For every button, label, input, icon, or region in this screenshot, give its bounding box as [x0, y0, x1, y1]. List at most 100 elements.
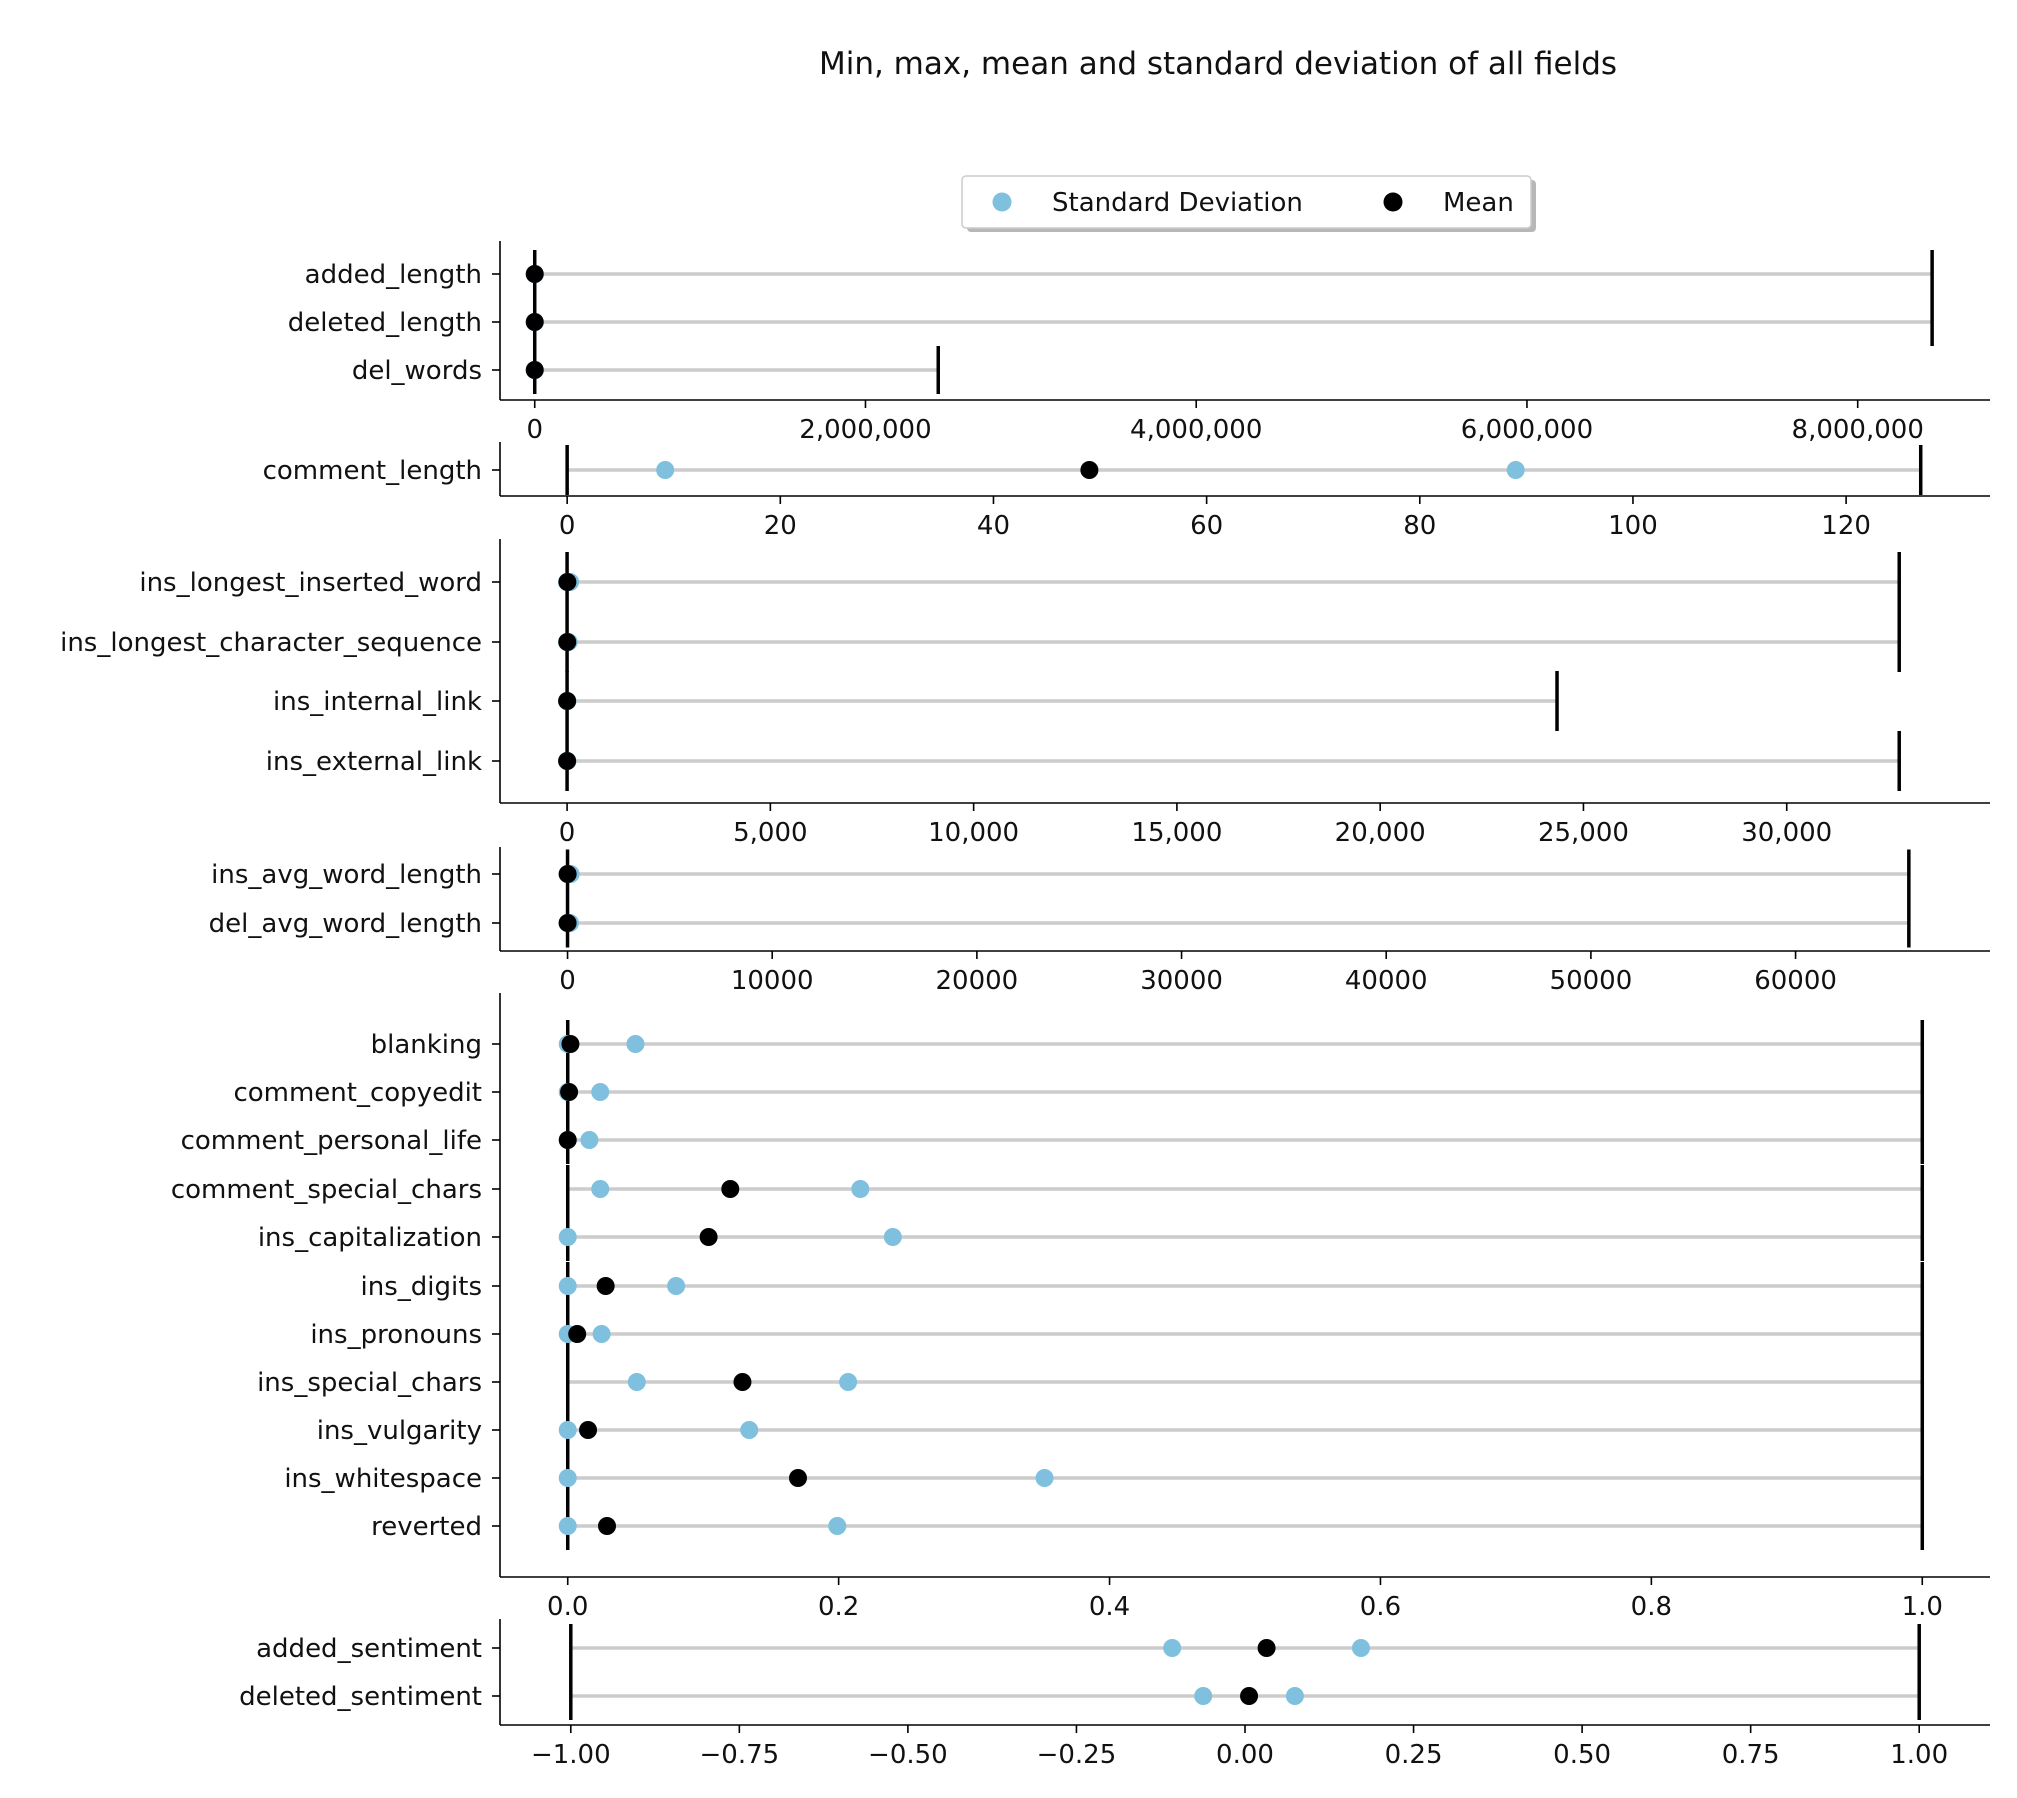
mean-point — [1240, 1687, 1259, 1705]
mean-point — [568, 1325, 587, 1343]
x-tick-label: 6,000,000 — [1461, 415, 1593, 445]
x-tick-label: 40 — [977, 511, 1010, 541]
row-ins_vulgarity: ins_vulgarity — [317, 1406, 1925, 1454]
x-tick-label: 1.00 — [1890, 1740, 1948, 1770]
std-low-point — [558, 1517, 577, 1535]
x-tick-label: 50000 — [1550, 966, 1633, 996]
x-tick-label: 20000 — [936, 966, 1019, 996]
mean-point — [789, 1469, 807, 1487]
x-tick-label: −0.50 — [868, 1740, 948, 1770]
row-label: deleted_sentiment — [239, 1682, 482, 1712]
panel-2: 0 20 40 60 80 100 120 comment_length — [263, 442, 1990, 541]
row-label: added_sentiment — [256, 1634, 482, 1664]
row-label: ins_pronouns — [310, 1320, 482, 1350]
std-high-point — [592, 1325, 611, 1343]
panel-5: 0.0 0.2 0.4 0.6 0.8 1.0 blanking comment_copyed… — [171, 993, 1990, 1622]
std-high-point — [591, 1083, 610, 1101]
x-tick-label: 0 — [559, 966, 576, 996]
row-ins_special_chars: ins_special_chars — [257, 1358, 1925, 1406]
row-added_length: added_length — [305, 250, 1934, 298]
x-tick-label: 60000 — [1754, 966, 1837, 996]
row-label: ins_whitespace — [284, 1464, 482, 1494]
row-label: ins_longest_inserted_word — [139, 568, 482, 598]
x-tick-label: 0.0 — [547, 1592, 588, 1622]
row-comment_copyedit: comment_copyedit — [233, 1068, 1925, 1116]
row-ins_internal_link: ins_internal_link — [273, 671, 1559, 731]
std-low-point — [558, 1228, 577, 1246]
mean-point — [596, 1277, 615, 1295]
x-tick-label: 0.6 — [1360, 1592, 1401, 1622]
mean-point — [558, 752, 577, 770]
chart-title: Min, max, mean and standard deviation of… — [819, 46, 1617, 82]
x-tick-label: 60 — [1190, 511, 1223, 541]
std-high-point — [1035, 1469, 1054, 1487]
panel-3: 0 5,000 10,000 15,000 20,000 25,000 30,000 ins_… — [60, 539, 1990, 848]
row-label: comment_length — [263, 456, 482, 486]
std-low-point — [1194, 1687, 1213, 1705]
std-high-point — [580, 1131, 599, 1149]
row-ins_pronouns: ins_pronouns — [310, 1310, 1925, 1358]
std-high-point — [1506, 461, 1525, 479]
mean-point — [560, 1083, 579, 1101]
row-ins_longest_inserted_word: ins_longest_inserted_word — [139, 552, 1901, 612]
legend-mean-marker — [1383, 192, 1403, 212]
x-tick-label: 30,000 — [1741, 818, 1832, 848]
mean-point — [558, 573, 577, 591]
row-label: ins_internal_link — [273, 687, 482, 717]
x-tick-label: 0.25 — [1385, 1740, 1443, 1770]
std-high-point — [851, 1180, 870, 1198]
mean-point — [733, 1373, 752, 1391]
row-added_sentiment: added_sentiment — [256, 1624, 1921, 1672]
mean-point — [525, 265, 544, 283]
legend-std-marker — [992, 192, 1012, 212]
row-ins_whitespace: ins_whitespace — [284, 1454, 1925, 1502]
x-tick-label: 0.8 — [1631, 1592, 1672, 1622]
x-tick-label: 0.00 — [1216, 1740, 1274, 1770]
x-tick-label: −0.25 — [1037, 1740, 1117, 1770]
row-label: comment_copyedit — [233, 1078, 482, 1108]
x-tick-label: 100 — [1608, 511, 1658, 541]
row-comment_length: comment_length — [263, 445, 1923, 495]
x-tick-label: 0.75 — [1722, 1740, 1780, 1770]
mean-point — [525, 313, 544, 331]
row-label: ins_special_chars — [257, 1368, 482, 1398]
x-tick-label: 0.4 — [1089, 1592, 1130, 1622]
row-label: del_words — [352, 356, 482, 386]
x-tick-label: −0.75 — [700, 1740, 780, 1770]
panel-1: 0 2,000,000 4,000,000 6,000,000 8,000,000 add… — [288, 241, 1990, 445]
row-label: deleted_length — [288, 308, 482, 338]
mean-point — [558, 633, 577, 651]
row-label: del_avg_word_length — [209, 909, 482, 939]
row-ins_longest_character_sequence: ins_longest_character_sequence — [60, 612, 1901, 672]
mean-point — [558, 865, 577, 883]
legend-frame — [961, 175, 1532, 229]
row-label: ins_digits — [361, 1272, 482, 1302]
row-ins_avg_word_length: ins_avg_word_length — [211, 849, 1911, 899]
x-tick-label: 20 — [764, 511, 797, 541]
chart-legend: Standard Deviation Mean — [961, 175, 1536, 232]
mean-point — [525, 361, 544, 379]
panel-6: −1.00 −0.75 −0.50 −0.25 0.00 0.25 0.50 0.75 1.00… — [239, 1619, 1990, 1770]
std-low-point — [1163, 1639, 1182, 1657]
x-tick-label: 80 — [1403, 511, 1436, 541]
mean-point — [1080, 461, 1099, 479]
row-label: added_length — [305, 260, 482, 290]
row-del_avg_word_length: del_avg_word_length — [209, 898, 1911, 948]
row-label: reverted — [371, 1512, 482, 1542]
std-high-point — [883, 1228, 902, 1246]
mean-point — [598, 1517, 617, 1535]
row-label: comment_special_chars — [171, 1175, 482, 1205]
x-tick-label: 5,000 — [733, 818, 807, 848]
std-low-point — [558, 1469, 577, 1487]
std-low-point — [656, 461, 675, 479]
x-tick-label: 0.2 — [818, 1592, 859, 1622]
row-comment_special_chars: comment_special_chars — [171, 1165, 1925, 1213]
x-tick-label: 1.0 — [1902, 1592, 1943, 1622]
mean-point — [558, 692, 577, 710]
x-tick-label: 2,000,000 — [799, 415, 931, 445]
legend-mean-label: Mean — [1443, 188, 1514, 218]
mean-point — [1257, 1639, 1276, 1657]
x-tick-label: 0.50 — [1553, 1740, 1611, 1770]
x-tick-label: 4,000,000 — [1130, 415, 1262, 445]
x-tick-label: 0 — [559, 511, 576, 541]
